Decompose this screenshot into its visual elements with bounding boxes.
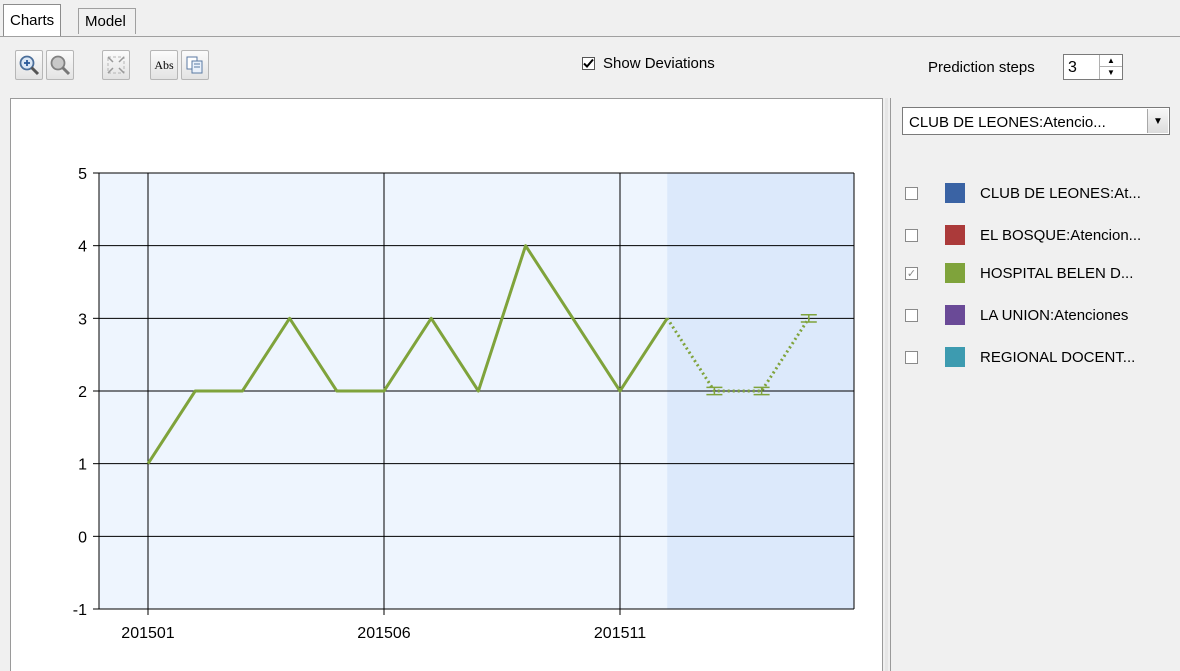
- y-tick-label: 0: [78, 529, 87, 546]
- prediction-steps-label: Prediction steps: [928, 59, 1035, 76]
- legend-item[interactable]: EL BOSQUE:Atencion...: [905, 223, 1141, 247]
- y-tick-label: 3: [78, 311, 87, 328]
- abs-label: Abs: [154, 57, 174, 72]
- absolute-scale-button[interactable]: Abs: [150, 50, 178, 80]
- legend-item[interactable]: LA UNION:Atenciones: [905, 303, 1128, 327]
- y-tick-label: -1: [73, 602, 87, 619]
- legend-label: REGIONAL DOCENT...: [980, 348, 1136, 366]
- y-tick-label: 1: [78, 457, 87, 474]
- tab-charts[interactable]: Charts: [3, 4, 62, 36]
- legend-label: EL BOSQUE:Atencion...: [980, 226, 1142, 244]
- stepper-arrows: ▲ ▼: [1099, 55, 1122, 79]
- zoom-in-icon: [19, 55, 40, 76]
- tab-divider: [0, 36, 1180, 37]
- fit-to-view-button[interactable]: [102, 50, 130, 80]
- show-deviations-toggle[interactable]: Show Deviations: [582, 55, 715, 72]
- x-tick-label: 201501: [121, 625, 174, 642]
- legend-swatch: [945, 347, 965, 367]
- fit-to-view-icon: [107, 56, 125, 74]
- forecast-line: [665, 317, 811, 393]
- legend-checkbox[interactable]: [905, 350, 918, 364]
- legend-checkbox[interactable]: ✓: [905, 266, 918, 280]
- series-dropdown-value: CLUB DE LEONES:Atencio...: [909, 114, 1106, 131]
- dropdown-arrow-icon[interactable]: ▼: [1147, 109, 1168, 133]
- x-tick-label: 201506: [357, 625, 410, 642]
- prediction-steps-value[interactable]: 3: [1068, 59, 1077, 76]
- legend-item[interactable]: REGIONAL DOCENT...: [905, 345, 1135, 369]
- tab-model[interactable]: Model: [78, 8, 136, 34]
- legend-label: CLUB DE LEONES:At...: [980, 184, 1141, 202]
- y-tick-label: 5: [78, 166, 87, 183]
- copy-button[interactable]: [181, 50, 209, 80]
- panel-splitter[interactable]: [885, 98, 888, 671]
- legend-swatch: [945, 263, 965, 283]
- stepper-down-icon[interactable]: ▼: [1107, 68, 1115, 77]
- legend-item[interactable]: ✓ HOSPITAL BELEN D...: [905, 261, 1133, 285]
- legend-label: HOSPITAL BELEN D...: [980, 264, 1134, 282]
- legend-item[interactable]: CLUB DE LEONES:At...: [905, 181, 1141, 205]
- legend-swatch: [945, 225, 965, 245]
- zoom-out-icon: [50, 55, 71, 76]
- show-deviations-checkbox[interactable]: [582, 57, 595, 70]
- legend-checkbox[interactable]: [905, 228, 918, 242]
- tab-strip: Charts Model: [0, 4, 1180, 36]
- stepper-up-icon[interactable]: ▲: [1100, 55, 1122, 67]
- y-tick-label: 2: [78, 384, 87, 401]
- series-legend-panel: CLUB DE LEONES:Atencio... ▼ CLUB DE LEON…: [890, 98, 1180, 671]
- series-dropdown[interactable]: CLUB DE LEONES:Atencio... ▼: [902, 107, 1170, 135]
- legend-swatch: [945, 305, 965, 325]
- series-line: [146, 244, 669, 465]
- zoom-out-button[interactable]: [46, 50, 74, 80]
- y-tick-label: 4: [78, 239, 87, 256]
- x-tick-label: 201511: [594, 625, 646, 642]
- copy-icon: [186, 56, 203, 74]
- legend-swatch: [945, 183, 965, 203]
- prediction-steps-stepper[interactable]: 3 ▲ ▼: [1063, 54, 1123, 80]
- chart-panel: 5 4 3 2 1 0 -1 201501 201506 201511: [10, 98, 883, 671]
- legend-checkbox[interactable]: [905, 308, 918, 322]
- line-chart: 5 4 3 2 1 0 -1 201501 201506 201511: [73, 166, 855, 642]
- show-deviations-label: Show Deviations: [603, 55, 715, 72]
- zoom-in-button[interactable]: [15, 50, 43, 80]
- legend-label: LA UNION:Atenciones: [980, 306, 1129, 324]
- legend-checkbox[interactable]: [905, 186, 918, 200]
- checkmark-icon: [583, 58, 594, 68]
